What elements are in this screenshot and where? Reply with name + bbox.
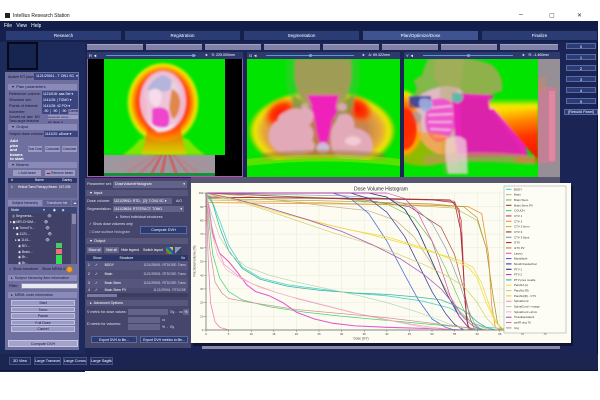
svg-text:30: 30 [340, 332, 344, 336]
svg-text:100: 100 [199, 191, 204, 195]
svg-text:ParoNd(R) - CTV: ParoNd(R) - CTV [514, 294, 536, 298]
svg-text:GTV: GTV [514, 241, 520, 245]
svg-text:ParoNd (L): ParoNd (L) [514, 283, 528, 287]
svg-text:65: 65 [498, 332, 502, 336]
svg-text:Brain: Brain [514, 193, 521, 197]
svg-text:CTV 3 6dos: CTV 3 6dos [514, 235, 530, 239]
svg-text:55: 55 [453, 332, 457, 336]
svg-text:Mandibule: Mandibule [514, 257, 528, 261]
svg-text:SpinalCord: SpinalCord [514, 299, 529, 303]
svg-text:ring: ring [514, 326, 519, 330]
svg-text:BODY: BODY [514, 187, 522, 191]
svg-text:80: 80 [200, 219, 204, 223]
svg-text:Brain Stem: Brain Stem [514, 198, 529, 202]
svg-text:COUCH: COUCH [514, 209, 525, 213]
svg-text:20: 20 [200, 301, 204, 305]
svg-text:75: 75 [543, 332, 547, 336]
svg-text:Larynx: Larynx [514, 251, 523, 255]
svg-text:ParoNd (R): ParoNd (R) [514, 289, 529, 293]
svg-text:PTV 1: PTV 1 [514, 267, 522, 271]
svg-text:70: 70 [200, 232, 204, 236]
svg-text:15: 15 [272, 332, 276, 336]
svg-text:60: 60 [476, 332, 480, 336]
svg-text:CTV 1: CTV 1 [514, 214, 523, 218]
svg-text:35: 35 [363, 332, 367, 336]
svg-text:PTV pres moelle: PTV pres moelle [514, 278, 536, 282]
svg-text:60: 60 [200, 246, 204, 250]
svg-text:CTV 2 6mm: CTV 2 6mm [514, 225, 530, 229]
svg-text:Dose Volume Histogram: Dose Volume Histogram [354, 187, 408, 193]
svg-text:perfR ring 70: perfR ring 70 [514, 321, 531, 325]
svg-text:Fractional volume (%): Fractional volume (%) [193, 246, 197, 277]
svg-text:50: 50 [430, 332, 434, 336]
svg-text:40: 40 [200, 273, 204, 277]
svg-text:CTV 2: CTV 2 [514, 219, 523, 223]
svg-text:TissuEquivalent: TissuEquivalent [514, 315, 534, 319]
svg-text:10: 10 [250, 332, 254, 336]
svg-text:5: 5 [228, 332, 230, 336]
svg-text:25: 25 [317, 332, 321, 336]
svg-text:0: 0 [202, 328, 204, 332]
svg-text:50: 50 [200, 260, 204, 264]
svg-text:90: 90 [200, 205, 204, 209]
svg-text:45: 45 [408, 332, 412, 336]
svg-text:Brain Stem PV: Brain Stem PV [514, 203, 533, 207]
svg-text:SpinalCord + marge: SpinalCord + marge [514, 305, 540, 309]
svg-text:70: 70 [521, 332, 525, 336]
svg-text:Mouth/CaviteOral: Mouth/CaviteOral [514, 262, 537, 266]
svg-text:0: 0 [205, 332, 207, 336]
svg-text:Dose (GY): Dose (GY) [353, 337, 368, 341]
svg-text:CTV 3: CTV 3 [514, 230, 523, 234]
svg-text:20: 20 [295, 332, 299, 336]
svg-text:30: 30 [200, 287, 204, 291]
svg-text:40: 40 [385, 332, 389, 336]
svg-text:GTV PV: GTV PV [514, 246, 525, 250]
svg-text:SpinalCord +2mm: SpinalCord +2mm [514, 310, 538, 314]
svg-text:10: 10 [200, 314, 204, 318]
svg-text:PTV 2: PTV 2 [514, 273, 522, 277]
